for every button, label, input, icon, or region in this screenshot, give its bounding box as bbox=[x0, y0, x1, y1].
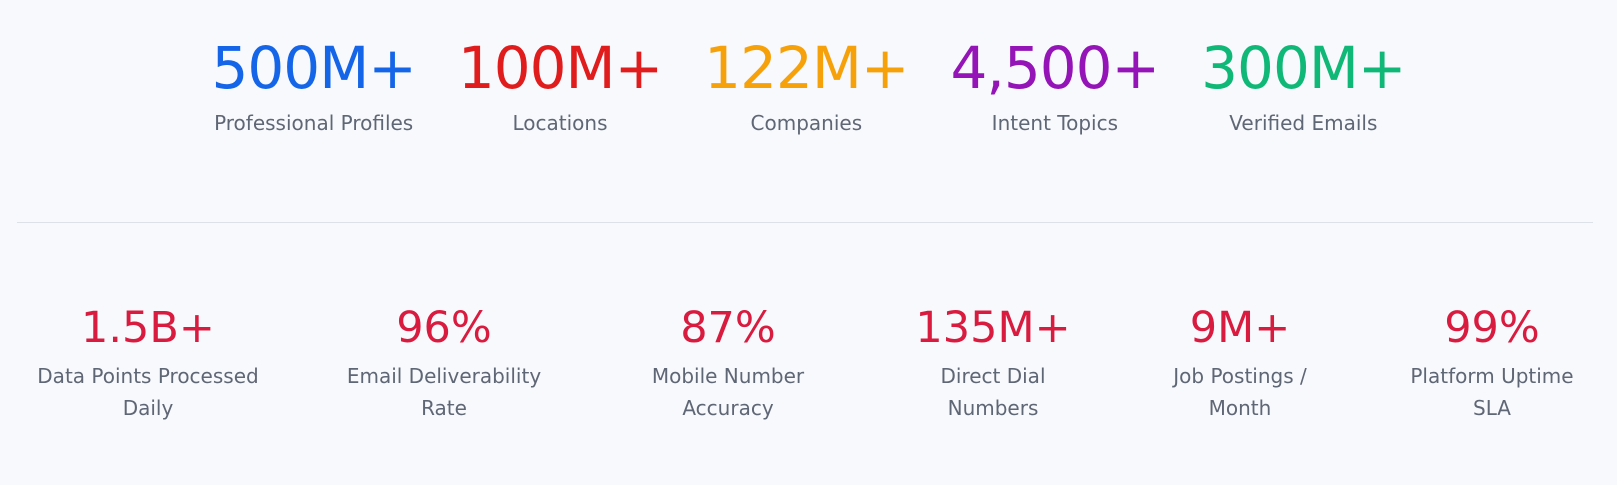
stat-label-line: Email Deliverability bbox=[346, 364, 542, 388]
stat-companies: 122M+ Companies bbox=[704, 28, 909, 136]
stat-direct-dial: 135M+ Direct Dial Numbers bbox=[873, 298, 1113, 424]
stat-value: 500M+ bbox=[211, 34, 416, 102]
section-divider bbox=[17, 222, 1593, 223]
stat-value: 4,500+ bbox=[950, 34, 1161, 102]
stat-label-line: SLA bbox=[1473, 396, 1511, 420]
stat-label-line: Daily bbox=[122, 396, 174, 420]
stat-value: 135M+ bbox=[915, 303, 1071, 353]
stat-label-line: Mobile Number bbox=[651, 364, 805, 388]
stat-value: 99% bbox=[1444, 303, 1540, 353]
stat-locations: 100M+ Locations bbox=[457, 28, 663, 136]
stat-label: Job Postings / Month bbox=[1173, 360, 1306, 424]
stat-data-points: 1.5B+ Data Points Processed Daily bbox=[28, 298, 268, 424]
stat-label: Locations bbox=[512, 111, 608, 135]
stat-intent-topics: 4,500+ Intent Topics bbox=[950, 28, 1161, 136]
stat-value: 9M+ bbox=[1189, 303, 1291, 353]
stat-label-line: Accuracy bbox=[682, 396, 774, 420]
stat-value: 100M+ bbox=[457, 34, 663, 102]
bottom-stats-row: 1.5B+ Data Points Processed Daily 96% Em… bbox=[0, 298, 1617, 438]
stat-label: Platform Uptime SLA bbox=[1410, 360, 1573, 424]
stat-label: Email Deliverability Rate bbox=[347, 360, 541, 424]
stat-label-line: Numbers bbox=[947, 396, 1039, 420]
stat-professional-profiles: 500M+ Professional Profiles bbox=[211, 28, 416, 136]
stat-label-line: Data Points Processed bbox=[37, 364, 259, 388]
stat-value: 122M+ bbox=[704, 34, 909, 102]
stat-label: Direct Dial Numbers bbox=[940, 360, 1045, 424]
stat-label: Professional Profiles bbox=[214, 111, 414, 135]
stat-platform-uptime: 99% Platform Uptime SLA bbox=[1372, 298, 1612, 424]
stat-email-deliverability: 96% Email Deliverability Rate bbox=[324, 298, 564, 424]
stat-label-line: Platform Uptime bbox=[1410, 364, 1574, 388]
stat-label-line: Month bbox=[1208, 396, 1272, 420]
stat-value: 1.5B+ bbox=[81, 303, 215, 353]
stat-label: Data Points Processed Daily bbox=[37, 360, 258, 424]
top-stats-row: 500M+ Professional Profiles 100M+ Locati… bbox=[0, 28, 1617, 136]
stat-label: Companies bbox=[750, 111, 863, 135]
stat-value: 300M+ bbox=[1201, 34, 1406, 102]
stat-label: Mobile Number Accuracy bbox=[652, 360, 804, 424]
stat-mobile-accuracy: 87% Mobile Number Accuracy bbox=[608, 298, 848, 424]
stat-label-line: Direct Dial bbox=[940, 364, 1046, 388]
stat-value: 87% bbox=[680, 303, 776, 353]
stat-label-line: Rate bbox=[421, 396, 467, 420]
stat-job-postings: 9M+ Job Postings / Month bbox=[1120, 298, 1360, 424]
stat-value: 96% bbox=[396, 303, 492, 353]
stat-verified-emails: 300M+ Verified Emails bbox=[1201, 28, 1406, 136]
stat-label-line: Job Postings / bbox=[1173, 364, 1307, 388]
stat-label: Intent Topics bbox=[991, 111, 1118, 135]
stat-label: Verified Emails bbox=[1229, 111, 1378, 135]
